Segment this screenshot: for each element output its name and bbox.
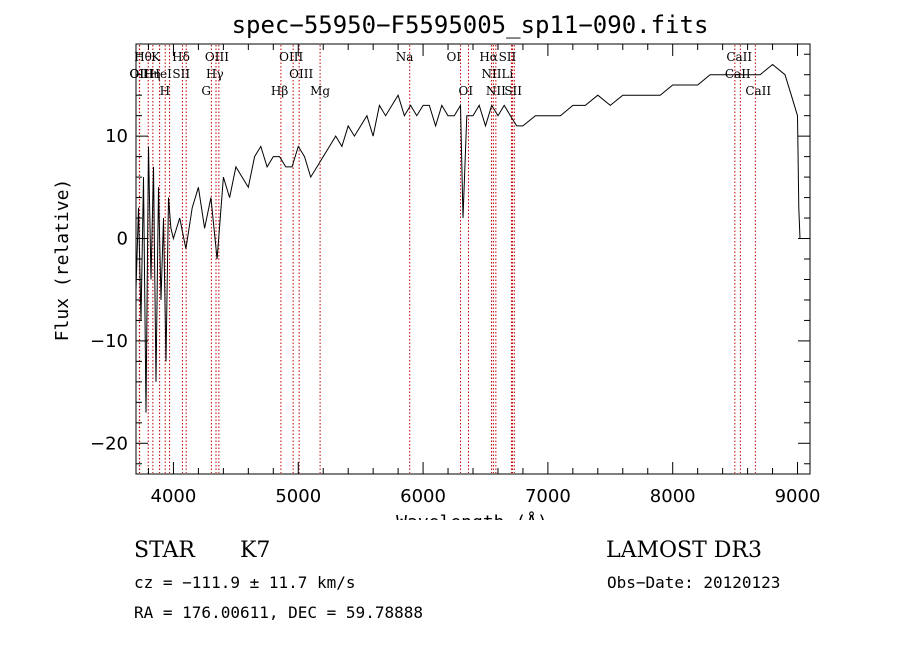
plot-frame — [135, 43, 811, 475]
object-class: STAR — [134, 538, 195, 563]
line-label: OI — [459, 84, 474, 98]
line-label: Hβ — [271, 84, 288, 98]
y-tick-label: −20 — [90, 433, 128, 454]
line-label: OIII — [289, 67, 313, 81]
line-label: K — [151, 50, 161, 64]
line-label: CaII — [745, 84, 771, 98]
line-label: SII — [172, 67, 190, 81]
line-label: CaII — [726, 50, 752, 64]
axis-ticks: 4000 5000 6000 7000 8000 9000 −20 −10 0 10 — [90, 44, 820, 507]
x-tick-label: 4000 — [151, 486, 197, 507]
line-label: NII — [486, 84, 506, 98]
y-axis-label: Flux (relative) — [52, 179, 73, 342]
y-tick-label: 0 — [117, 229, 128, 250]
y-tick-label: −10 — [90, 331, 128, 352]
line-label: OI — [447, 50, 462, 64]
spectrum-line — [135, 63, 801, 413]
object-subclass: K7 — [240, 538, 271, 563]
line-label: Hδ — [172, 50, 190, 64]
line-label: Na — [396, 50, 414, 64]
line-label: SII — [499, 50, 517, 64]
x-tick-label: 6000 — [400, 486, 446, 507]
x-axis-label: Wavelength (Å) — [396, 511, 548, 520]
line-label: OII — [130, 67, 150, 81]
line-label: CaII — [725, 67, 751, 81]
line-label: OIII — [279, 50, 303, 64]
emission-line-markers — [138, 45, 756, 473]
line-label: Hγ — [206, 67, 224, 81]
line-label: Hη — [143, 67, 161, 81]
x-tick-label: 5000 — [275, 486, 321, 507]
coordinates: RA = 176.00611, DEC = 59.78888 — [134, 603, 423, 622]
line-label: Li — [501, 67, 513, 81]
x-tick-label: 7000 — [525, 486, 571, 507]
line-label: Hθ — [134, 50, 152, 64]
x-tick-label: 8000 — [650, 486, 696, 507]
x-tick-label: 9000 — [775, 486, 821, 507]
spectrum-chart: spec−55950−F5595005_sp11−090.fits 4000 50… — [52, 11, 820, 520]
line-label: Mg — [310, 84, 330, 98]
y-tick-label: 10 — [105, 126, 128, 147]
line-label: HeI — [150, 67, 173, 81]
line-label: G — [201, 84, 211, 98]
line-label: OII — [129, 67, 149, 81]
line-label: SII — [504, 84, 522, 98]
line-label: Hα — [479, 50, 498, 64]
chart-title: spec−55950−F5595005_sp11−090.fits — [232, 11, 709, 39]
survey-name: LAMOST DR3 — [606, 538, 762, 563]
observation-date: Obs−Date: 20120123 — [607, 573, 781, 592]
redshift-velocity: cz = −111.9 ± 11.7 km/s — [134, 573, 356, 592]
line-label: NII — [481, 67, 501, 81]
line-label: OIII — [205, 50, 229, 64]
line-label: H — [160, 84, 170, 98]
